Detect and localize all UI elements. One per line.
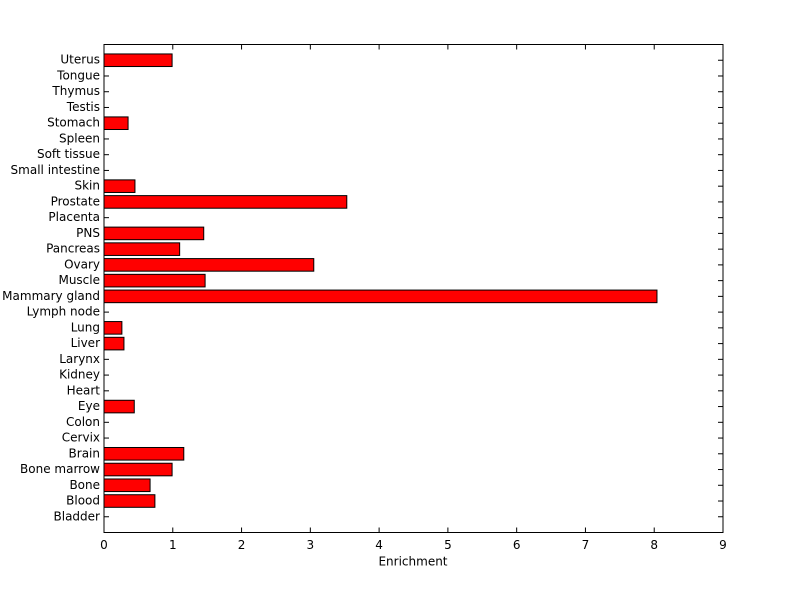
bar — [103, 289, 658, 304]
bar — [103, 336, 125, 351]
plot-frame — [103, 44, 724, 533]
bar — [103, 179, 136, 193]
y-tick-label: Lymph node — [27, 305, 100, 319]
bar — [103, 446, 185, 461]
bar — [103, 273, 206, 288]
x-tick-label: 4 — [375, 538, 383, 552]
y-tick-label: Soft tissue — [37, 147, 100, 161]
bar — [103, 399, 135, 414]
y-tick-label: Mammary gland — [2, 289, 100, 303]
bar — [103, 462, 173, 477]
x-tick-label: 8 — [650, 538, 658, 552]
y-tick-label: Kidney — [59, 368, 100, 382]
y-tick-label: Stomach — [47, 116, 100, 130]
bar — [103, 226, 205, 241]
y-tick-label: Larynx — [59, 352, 100, 366]
y-tick-label: Lung — [71, 320, 100, 334]
x-axis-label: Enrichment — [378, 555, 447, 569]
y-tick-label: Uterus — [60, 53, 100, 67]
x-tick-label: 1 — [169, 538, 177, 552]
y-tick-label: Blood — [66, 494, 100, 508]
y-tick-label: Bone marrow — [20, 462, 100, 476]
bar — [103, 195, 348, 209]
y-tick-label: Bladder — [54, 509, 101, 523]
x-tick-label: 6 — [513, 538, 521, 552]
y-tick-label: Eye — [78, 399, 100, 413]
y-tick-label: Ovary — [64, 257, 100, 271]
x-tick-label: 9 — [719, 538, 727, 552]
y-tick-label: Cervix — [62, 431, 100, 445]
y-tick-label: PNS — [76, 226, 100, 240]
x-tick-label: 2 — [238, 538, 246, 552]
bar — [103, 116, 129, 131]
y-tick-label: Heart — [67, 383, 101, 397]
y-tick-label: Testis — [66, 100, 100, 114]
bar — [103, 321, 123, 335]
y-tick-label: Small intestine — [11, 163, 100, 177]
bar — [103, 258, 315, 272]
bar — [103, 478, 151, 493]
x-tick-label: 5 — [444, 538, 452, 552]
y-tick-label: Thymus — [51, 84, 100, 98]
y-tick-label: Colon — [66, 415, 100, 429]
y-tick-label: Prostate — [51, 194, 100, 208]
y-tick-label: Tongue — [56, 68, 100, 82]
y-tick-label: Placenta — [48, 210, 100, 224]
y-tick-label: Muscle — [58, 273, 100, 287]
x-tick-label: 3 — [307, 538, 315, 552]
x-tick-label: 0 — [100, 538, 108, 552]
y-tick-label: Liver — [71, 336, 101, 350]
bar — [103, 494, 156, 508]
x-tick-label: 7 — [582, 538, 590, 552]
y-tick-label: Brain — [69, 446, 100, 460]
y-tick-label: Pancreas — [46, 242, 100, 256]
y-tick-label: Spleen — [59, 131, 100, 145]
y-tick-label: Skin — [74, 179, 100, 193]
y-tick-label: Bone — [69, 478, 100, 492]
bar — [103, 53, 173, 68]
bar — [103, 242, 181, 256]
